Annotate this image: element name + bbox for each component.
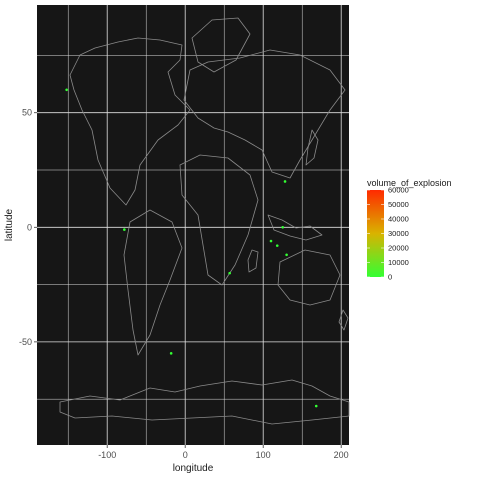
legend-tick-label: 40000 — [388, 215, 409, 224]
volcano-point — [269, 239, 273, 243]
legend: volume_of_explosion 0 10000 20000 30000 4000… — [367, 178, 452, 282]
legend-tick-label: 50000 — [388, 200, 409, 209]
volcano-point — [228, 271, 231, 275]
legend-tick-label: 10000 — [388, 258, 409, 267]
coastline-north-america — [69, 37, 191, 206]
coastline-greenland — [191, 17, 251, 73]
y-tick-label: -50 — [19, 337, 32, 347]
coastline-antarctica — [59, 379, 350, 425]
volcano-point — [275, 244, 279, 247]
legend-tick-label: 20000 — [388, 244, 409, 253]
y-tick-label: 50 — [22, 108, 32, 118]
coastline-japan — [305, 129, 319, 166]
coastline-indonesia — [267, 214, 323, 241]
volcano-point — [283, 180, 287, 183]
legend-tick-label: 30000 — [388, 229, 409, 238]
volcano-points — [65, 88, 318, 408]
coastline-south-america — [123, 209, 183, 356]
x-tick-label: 200 — [334, 450, 349, 460]
y-axis: -50 0 50 — [19, 108, 37, 347]
coastline-africa — [179, 154, 259, 286]
volcano-point — [123, 228, 126, 231]
coastline-layer — [59, 17, 350, 425]
x-tick-label: 0 — [183, 450, 188, 460]
x-axis-title: longitude — [173, 463, 214, 474]
coastline-australia — [277, 249, 341, 306]
legend-tick-label: 60000 — [388, 186, 409, 195]
gridlines — [37, 5, 349, 445]
y-axis-title: latitude — [4, 208, 15, 241]
volcano-point — [285, 253, 288, 257]
legend-ticks: 0 10000 20000 30000 40000 50000 60000 — [367, 186, 409, 282]
y-tick-label: 0 — [27, 222, 32, 232]
volcano-point — [314, 404, 318, 408]
legend-title: volume_of_explosion — [367, 178, 452, 188]
x-axis: -100 0 100 200 — [98, 445, 349, 460]
x-tick-label: -100 — [98, 450, 116, 460]
plot-panel — [37, 5, 349, 445]
volcano-point — [169, 352, 173, 355]
coastline-madagascar — [247, 249, 259, 273]
legend-colorbar — [367, 190, 384, 277]
volcano-point — [65, 88, 68, 92]
x-tick-label: 100 — [256, 450, 271, 460]
legend-tick-label: 0 — [388, 273, 392, 282]
coastline-new-zealand — [338, 309, 349, 331]
volcano-point — [281, 225, 285, 229]
coastline-eurasia — [183, 49, 346, 179]
